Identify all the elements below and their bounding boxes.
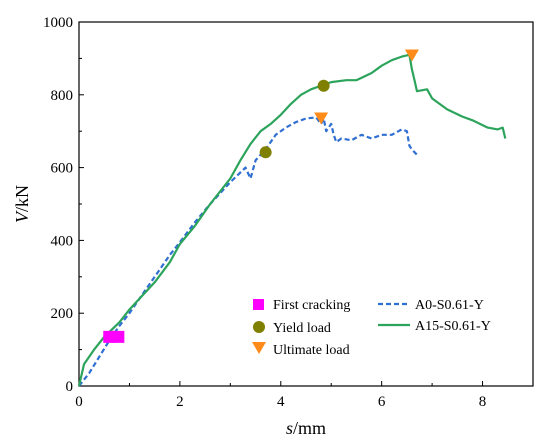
y-tick-label: 600 [51,161,74,177]
legend-ultimate-load-label: Ultimate load [273,343,350,358]
y-tick-label: 200 [51,306,74,322]
x-tick-label: 8 [479,394,487,410]
series-line-a15-s0-61-y [77,53,507,387]
y-tick-label: 0 [66,379,74,395]
marker-layer [103,49,419,343]
legend-a0-label: A0-S0.61-Y [415,298,484,313]
x-axis-unit: /mm [293,418,326,438]
y-axis-title: V/kN [12,185,32,223]
ultimate-load-marker [404,49,419,62]
y-axis-ticks: 0 200 400 600 800 1000 [43,15,84,395]
legend-first-cracking-symbol [253,299,264,310]
first-cracking-marker [112,330,125,343]
x-tick-label: 6 [378,394,386,410]
ultimate-load-marker [314,112,329,125]
y-axis-unit: /kN [12,185,32,212]
legend: First cracking Yield load Ultimate load … [252,298,491,358]
series-line-a0-s0-61-y [78,116,418,387]
legend-first-cracking-label: First cracking [273,298,350,313]
x-tick-label: 4 [277,394,285,410]
x-axis-var: s [286,418,293,438]
y-tick-label: 400 [51,233,74,249]
yield-load-marker [259,146,272,159]
x-axis-title: s/mm [286,418,326,438]
y-tick-label: 800 [51,88,74,104]
yield-load-marker [317,79,330,92]
legend-ultimate-load-symbol [252,342,266,354]
x-tick-label: 0 [75,394,83,410]
legend-a15-label: A15-S0.61-Y [415,319,491,334]
x-tick-label: 2 [176,394,184,410]
x-axis-ticks: 0 2 4 6 8 [75,381,486,410]
series-layer [77,53,507,387]
y-axis-var: V [12,210,32,223]
first-cracking-marker [103,330,116,343]
legend-yield-load-label: Yield load [273,321,331,336]
y-tick-label: 1000 [43,15,73,31]
legend-yield-load-symbol [253,321,265,333]
